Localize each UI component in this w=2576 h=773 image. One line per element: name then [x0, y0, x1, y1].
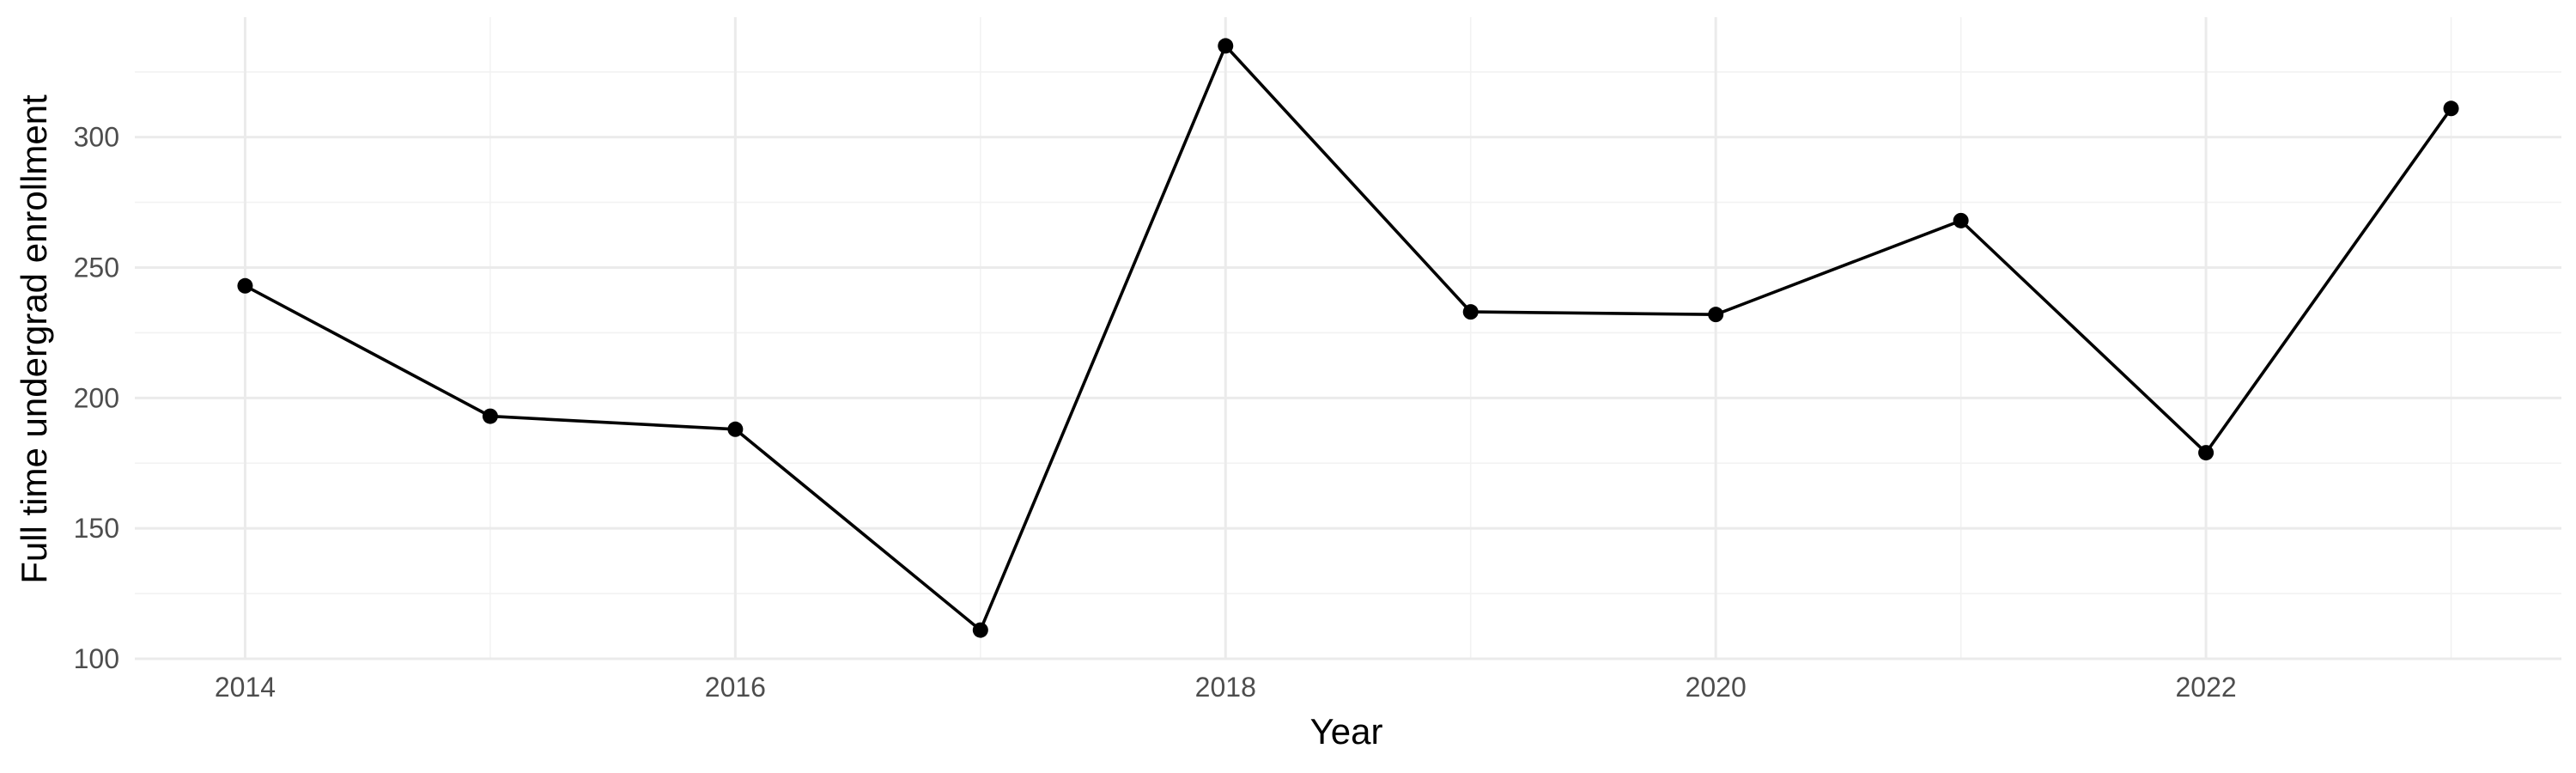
grid-lines [135, 17, 2561, 660]
x-tick-label: 2018 [1195, 672, 1256, 703]
x-tick-label: 2022 [2175, 672, 2236, 703]
x-tick-label: 2016 [705, 672, 766, 703]
y-tick-label: 200 [74, 382, 119, 413]
data-point [1462, 304, 1479, 320]
x-axis-title: Year [1310, 711, 1383, 752]
y-tick-label: 250 [74, 253, 119, 283]
data-point [727, 421, 744, 437]
y-axis-title: Full time undergrad enrollment [14, 94, 54, 584]
x-tick-label: 2020 [1686, 672, 1747, 703]
data-point [1218, 38, 1234, 54]
y-tick-label: 100 [74, 643, 119, 674]
x-tick-label: 2014 [215, 672, 276, 703]
data-point [1708, 307, 1724, 323]
data-point [972, 622, 988, 638]
data-point [1953, 212, 1969, 228]
data-point [482, 408, 498, 424]
y-tick-label: 150 [74, 513, 119, 544]
data-point [2443, 100, 2459, 117]
series-line [244, 44, 2452, 632]
y-axis-ticks: 100 150 200 250 300 [74, 122, 119, 674]
series-enrollment [237, 38, 2459, 638]
x-axis-ticks: 2014 2016 2018 2020 2022 [215, 672, 2237, 703]
data-point [2198, 445, 2215, 461]
y-tick-label: 300 [74, 122, 119, 153]
data-point [237, 277, 253, 294]
